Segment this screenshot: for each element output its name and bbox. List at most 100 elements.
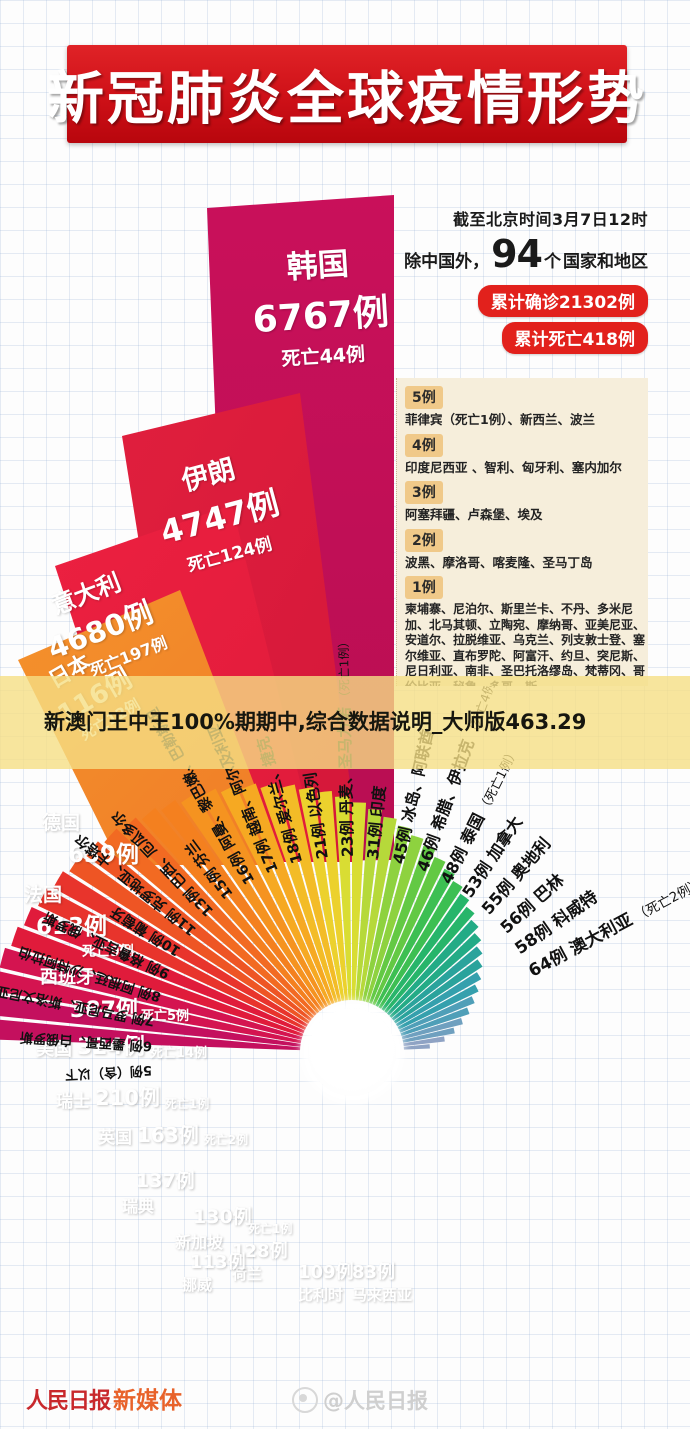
fan-wedge bbox=[0, 995, 301, 1047]
wedge-name: 西班牙 bbox=[40, 967, 94, 988]
wedge-label-netherlands: 死亡1例 128例 荷兰 bbox=[232, 1220, 292, 1284]
fan-wedge bbox=[395, 972, 482, 1027]
fan-wedge bbox=[362, 825, 411, 1002]
legend-countries: 阿塞拜疆、卢森堡、埃及 bbox=[405, 507, 543, 522]
wedge-value: 324例 bbox=[77, 1035, 145, 1060]
wedge-label-usa: 美国 324例 死亡14例 bbox=[36, 1029, 207, 1061]
legend-countries: 菲律宾（死亡1例）、新西兰、波兰 bbox=[405, 412, 595, 427]
fan-wedge bbox=[365, 835, 424, 1003]
country-count: 94 bbox=[491, 232, 543, 276]
fan-wedge bbox=[386, 919, 479, 1016]
legend-tag: 1例 bbox=[405, 576, 443, 599]
wedge-label-singapore: 130例 新加坡 bbox=[175, 1202, 252, 1253]
fan-wedge bbox=[358, 816, 397, 1001]
legend-tag: 4例 bbox=[405, 433, 443, 457]
confirmed-badge: 累计确诊21302例 bbox=[477, 285, 648, 318]
fan-wedge bbox=[69, 855, 310, 1024]
fan-wedge bbox=[372, 856, 446, 1006]
legend-tag: 2例 bbox=[405, 528, 443, 552]
fan-wedge bbox=[104, 828, 315, 1019]
radial-label-value: 6例 bbox=[128, 1036, 153, 1053]
wedge-deaths: 死亡14例 bbox=[149, 1046, 208, 1061]
wedge-value: 137例 bbox=[136, 1170, 195, 1192]
fan-wedge bbox=[391, 946, 483, 1021]
wedge-deaths: 死亡2例 bbox=[203, 1133, 249, 1147]
wedge-name: 瑞士 bbox=[56, 1092, 90, 1112]
radial-label-value: 5例（含）以下 bbox=[64, 1062, 153, 1083]
wedge-value: 163例 bbox=[137, 1123, 199, 1147]
wedge-name: 德国 bbox=[42, 812, 81, 834]
fan-wedge bbox=[0, 1019, 301, 1051]
fan-wedge bbox=[141, 807, 320, 1014]
fan-wedge bbox=[378, 881, 463, 1009]
fan-wedge bbox=[38, 888, 307, 1031]
wedge-name: 法国 bbox=[24, 884, 63, 906]
count-unit: 个 bbox=[544, 252, 561, 272]
fan-wedges bbox=[0, 783, 483, 1051]
footer: 人民日报 新媒体 @人民日报 bbox=[0, 1367, 690, 1429]
wedge-label-france: 法国 613例 死亡9例 bbox=[24, 880, 134, 961]
fan-wedge bbox=[161, 799, 323, 1012]
bar-label-korea: 韩国 6767例 死亡44例 bbox=[248, 236, 392, 373]
wedge-deaths: 死亡1例 bbox=[248, 1222, 293, 1236]
summary-statistics: 截至北京时间3月7日12时 除中国外， 94 个 国家和地区 累计确诊21302… bbox=[398, 206, 648, 355]
radial-fan-chart bbox=[0, 150, 690, 1380]
fan-wedge bbox=[393, 959, 483, 1024]
wedge-name: 马来西亚 bbox=[352, 1286, 413, 1304]
wedge-value: 128例 bbox=[232, 1241, 288, 1262]
fan-wedge bbox=[220, 785, 332, 1006]
fan-wedge bbox=[403, 1044, 430, 1050]
legend-countries: 印度尼西亚 、智利、匈牙利、塞内加尔 bbox=[405, 459, 622, 475]
radial-label-countries: 印度 bbox=[367, 784, 390, 823]
legend-group: 5例 菲律宾（死亡1例）、新西兰、波兰 bbox=[405, 386, 648, 429]
fan-wedge bbox=[200, 788, 329, 1008]
wedge-name: 英国 bbox=[98, 1128, 132, 1148]
fan-wedge bbox=[0, 971, 302, 1044]
chart-center-hub bbox=[308, 1008, 396, 1096]
legend-panel: 5例 菲律宾（死亡1例）、新西兰、波兰 4例 印度尼西亚 、智利、匈牙利、塞内加… bbox=[396, 378, 648, 686]
wedge-label-uk: 英国 163例 死亡2例 bbox=[98, 1119, 248, 1148]
fan-wedge bbox=[402, 1027, 455, 1043]
wedge-label-norway: 113例 挪威 bbox=[182, 1248, 246, 1295]
fan-wedge bbox=[240, 783, 335, 1005]
page-title-banner: 新冠肺炎全球疫情形势 bbox=[47, 45, 644, 143]
weibo-watermark: @人民日报 bbox=[292, 1385, 428, 1415]
fan-wedge bbox=[399, 996, 475, 1033]
wedge-value: 83例 bbox=[352, 1262, 396, 1283]
fan-wedge bbox=[53, 871, 308, 1027]
wedge-value: 387例 bbox=[70, 998, 138, 1023]
legend-tag: 3例 bbox=[405, 481, 443, 504]
wedge-name: 美国 bbox=[36, 1039, 72, 1060]
wedge-name: 新加坡 bbox=[175, 1233, 224, 1252]
scope-line: 除中国外， 94 个 国家和地区 bbox=[398, 232, 648, 276]
fan-chart-svg bbox=[0, 195, 483, 1051]
fan-wedge bbox=[403, 1036, 445, 1047]
legend-countries: 波黑、摩洛哥、喀麦隆、圣马丁岛 bbox=[405, 554, 593, 570]
scope-prefix: 除中国外， bbox=[404, 252, 490, 272]
wedge-label-belgium: 109例 比利时 bbox=[298, 1258, 354, 1305]
fan-wedge bbox=[400, 1007, 470, 1037]
wedge-value: 113例 bbox=[190, 1252, 246, 1273]
as-of-timestamp: 截至北京时间3月7日12时 bbox=[452, 210, 648, 229]
scope-suffix: 国家和地区 bbox=[563, 252, 648, 272]
wedge-value: 639例 bbox=[68, 842, 140, 868]
fan-wedge bbox=[355, 808, 382, 1001]
overlay-text-banner: 新澳门王中王100%期期中,综合数据说明_大师版463.29 bbox=[0, 676, 690, 769]
fan-wedge bbox=[23, 906, 305, 1034]
fan-wedge bbox=[352, 802, 367, 1001]
fan-wedge bbox=[389, 933, 482, 1018]
wedge-value: 130例 bbox=[193, 1206, 252, 1228]
logo-text-media: 新媒体 bbox=[113, 1388, 183, 1414]
fan-wedge bbox=[0, 947, 303, 1040]
legend-group: 4例 印度尼西亚 、智利、匈牙利、塞内加尔 bbox=[405, 433, 648, 477]
wedge-value: 613例 bbox=[36, 914, 108, 940]
wedge-name: 挪威 bbox=[182, 1276, 213, 1294]
page-title: 新冠肺炎全球疫情形势 bbox=[47, 66, 647, 132]
radial-label-value: 31例 bbox=[364, 820, 386, 860]
fan-wedge bbox=[11, 926, 304, 1037]
fan-wedge bbox=[86, 841, 312, 1022]
fan-wedge bbox=[122, 817, 317, 1016]
wedge-name: 比利时 bbox=[298, 1286, 344, 1304]
fan-wedge bbox=[384, 906, 475, 1014]
fan-wedge bbox=[375, 868, 455, 1007]
